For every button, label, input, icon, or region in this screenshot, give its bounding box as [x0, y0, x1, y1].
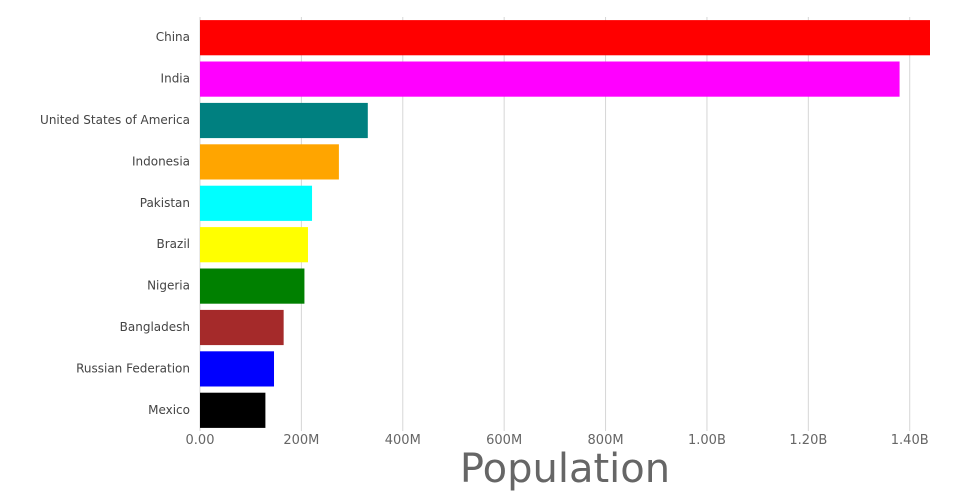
bar-brazil[interactable]	[200, 227, 308, 263]
category-label-pakistan: Pakistan	[140, 196, 190, 210]
bar-pakistan[interactable]	[200, 185, 313, 221]
category-label-brazil: Brazil	[157, 237, 191, 251]
bar-russian-federation[interactable]	[200, 351, 275, 387]
x-tick-label-3: 600M	[486, 433, 522, 448]
x-tick-label-2: 400M	[385, 433, 421, 448]
category-label-bangladesh: Bangladesh	[120, 320, 190, 334]
x-axis-title: Population	[460, 446, 670, 492]
x-tick-label-4: 800M	[588, 433, 624, 448]
bar-nigeria[interactable]	[200, 268, 305, 304]
x-tick-label-0: 0.00	[186, 433, 215, 448]
x-tick-labels: 0.00 200M 400M 600M 800M 1.00B 1.20B 1.40B	[186, 433, 929, 448]
bar-united-states-of-america[interactable]	[200, 102, 368, 139]
category-label-china: China	[156, 30, 190, 44]
bar-mexico[interactable]	[200, 392, 266, 428]
category-labels: China India United States of America Indone…	[40, 30, 190, 417]
category-label-nigeria: Nigeria	[147, 279, 190, 293]
x-tick-label-6: 1.20B	[789, 433, 827, 448]
category-label-india: India	[161, 72, 190, 86]
bar-indonesia[interactable]	[200, 144, 339, 180]
category-label-united-states-of-america: United States of America	[40, 113, 190, 127]
x-tick-label-1: 200M	[283, 433, 319, 448]
category-label-indonesia: Indonesia	[132, 154, 190, 168]
bars	[200, 20, 930, 428]
bar-india[interactable]	[200, 61, 900, 97]
category-label-russian-federation: Russian Federation	[76, 361, 190, 375]
x-tick-label-5: 1.00B	[688, 433, 726, 448]
bar-china[interactable]	[200, 20, 930, 56]
bar-bangladesh[interactable]	[200, 309, 284, 346]
x-tick-label-7: 1.40B	[891, 433, 929, 448]
category-label-mexico: Mexico	[148, 403, 190, 417]
